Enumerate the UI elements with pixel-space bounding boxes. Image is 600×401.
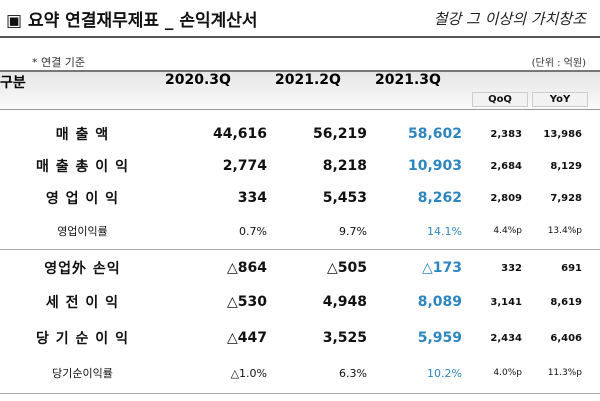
row-label: 매 출 총 이 익	[36, 159, 129, 175]
title: ▣ 요약 연결재무제표 _ 손익계산서	[6, 11, 258, 31]
sub-header: YoY	[532, 92, 588, 107]
row-label: 당 기 순 이 익	[36, 331, 129, 347]
sub-header: QoQ	[472, 92, 528, 107]
cell: 8,129	[550, 160, 582, 172]
cell: 8,619	[550, 296, 582, 308]
cell: 9.7%	[339, 224, 367, 238]
cell: △1.0%	[230, 366, 267, 380]
rule	[0, 36, 600, 38]
bottom-rule	[0, 393, 600, 394]
cell: 5,453	[322, 190, 367, 206]
cell: 2,774	[222, 158, 267, 174]
divider	[0, 249, 600, 250]
cell: 2,809	[490, 192, 522, 204]
cell: △505	[327, 260, 367, 276]
cell: 332	[501, 262, 522, 274]
row-label: 영 업 이 익	[45, 191, 120, 207]
cell: △447	[227, 330, 267, 346]
cell: 4,948	[322, 294, 367, 310]
cell: △864	[227, 260, 267, 276]
cell: 7,928	[550, 192, 582, 204]
cell: 14.1%	[427, 224, 462, 238]
cell: 2,684	[490, 160, 522, 172]
cell: 44,616	[212, 126, 267, 142]
cell: 2,383	[490, 128, 522, 140]
cell: 4.4%p	[493, 226, 522, 236]
cell: 58,602	[407, 126, 462, 142]
column-header: 2021.3Q	[375, 72, 441, 88]
unit: (단위 : 억원)	[531, 58, 586, 69]
cell: 8,089	[417, 294, 462, 310]
row-label: 영업이익률	[57, 225, 108, 238]
cell: 5,959	[417, 330, 462, 346]
column-header: 2021.2Q	[275, 72, 341, 88]
cell: 334	[237, 190, 267, 206]
cell: 8,262	[417, 190, 462, 206]
cell: 3,141	[490, 296, 522, 308]
cell: 13.4%p	[547, 226, 582, 236]
cell: 3,525	[322, 330, 367, 346]
cell: 4.0%p	[493, 368, 522, 378]
note: * 연결 기준	[32, 56, 85, 69]
cell: △530	[227, 294, 267, 310]
cell: 10.2%	[427, 366, 462, 380]
cell: 2,434	[490, 332, 522, 344]
cell: 10,903	[407, 158, 462, 174]
column-header: 구분	[0, 75, 26, 91]
cell: △173	[422, 260, 462, 276]
header-band	[0, 70, 600, 110]
cell: 6,406	[550, 332, 582, 344]
cell: 56,219	[312, 126, 367, 142]
cell: 8,218	[322, 158, 367, 174]
logo: 철강 그 이상의 가치창조	[433, 10, 586, 28]
cell: 13,986	[543, 128, 582, 140]
cell: 691	[561, 262, 582, 274]
cell: 11.3%p	[547, 368, 582, 378]
row-label: 매 출 액	[55, 127, 110, 143]
row-label: 영업外 손익	[44, 261, 121, 277]
cell: 6.3%	[339, 366, 367, 380]
row-label: 당기순이익률	[52, 367, 113, 380]
row-label: 세 전 이 익	[45, 295, 120, 311]
column-header: 2020.3Q	[165, 72, 231, 88]
cell: 0.7%	[239, 224, 267, 238]
